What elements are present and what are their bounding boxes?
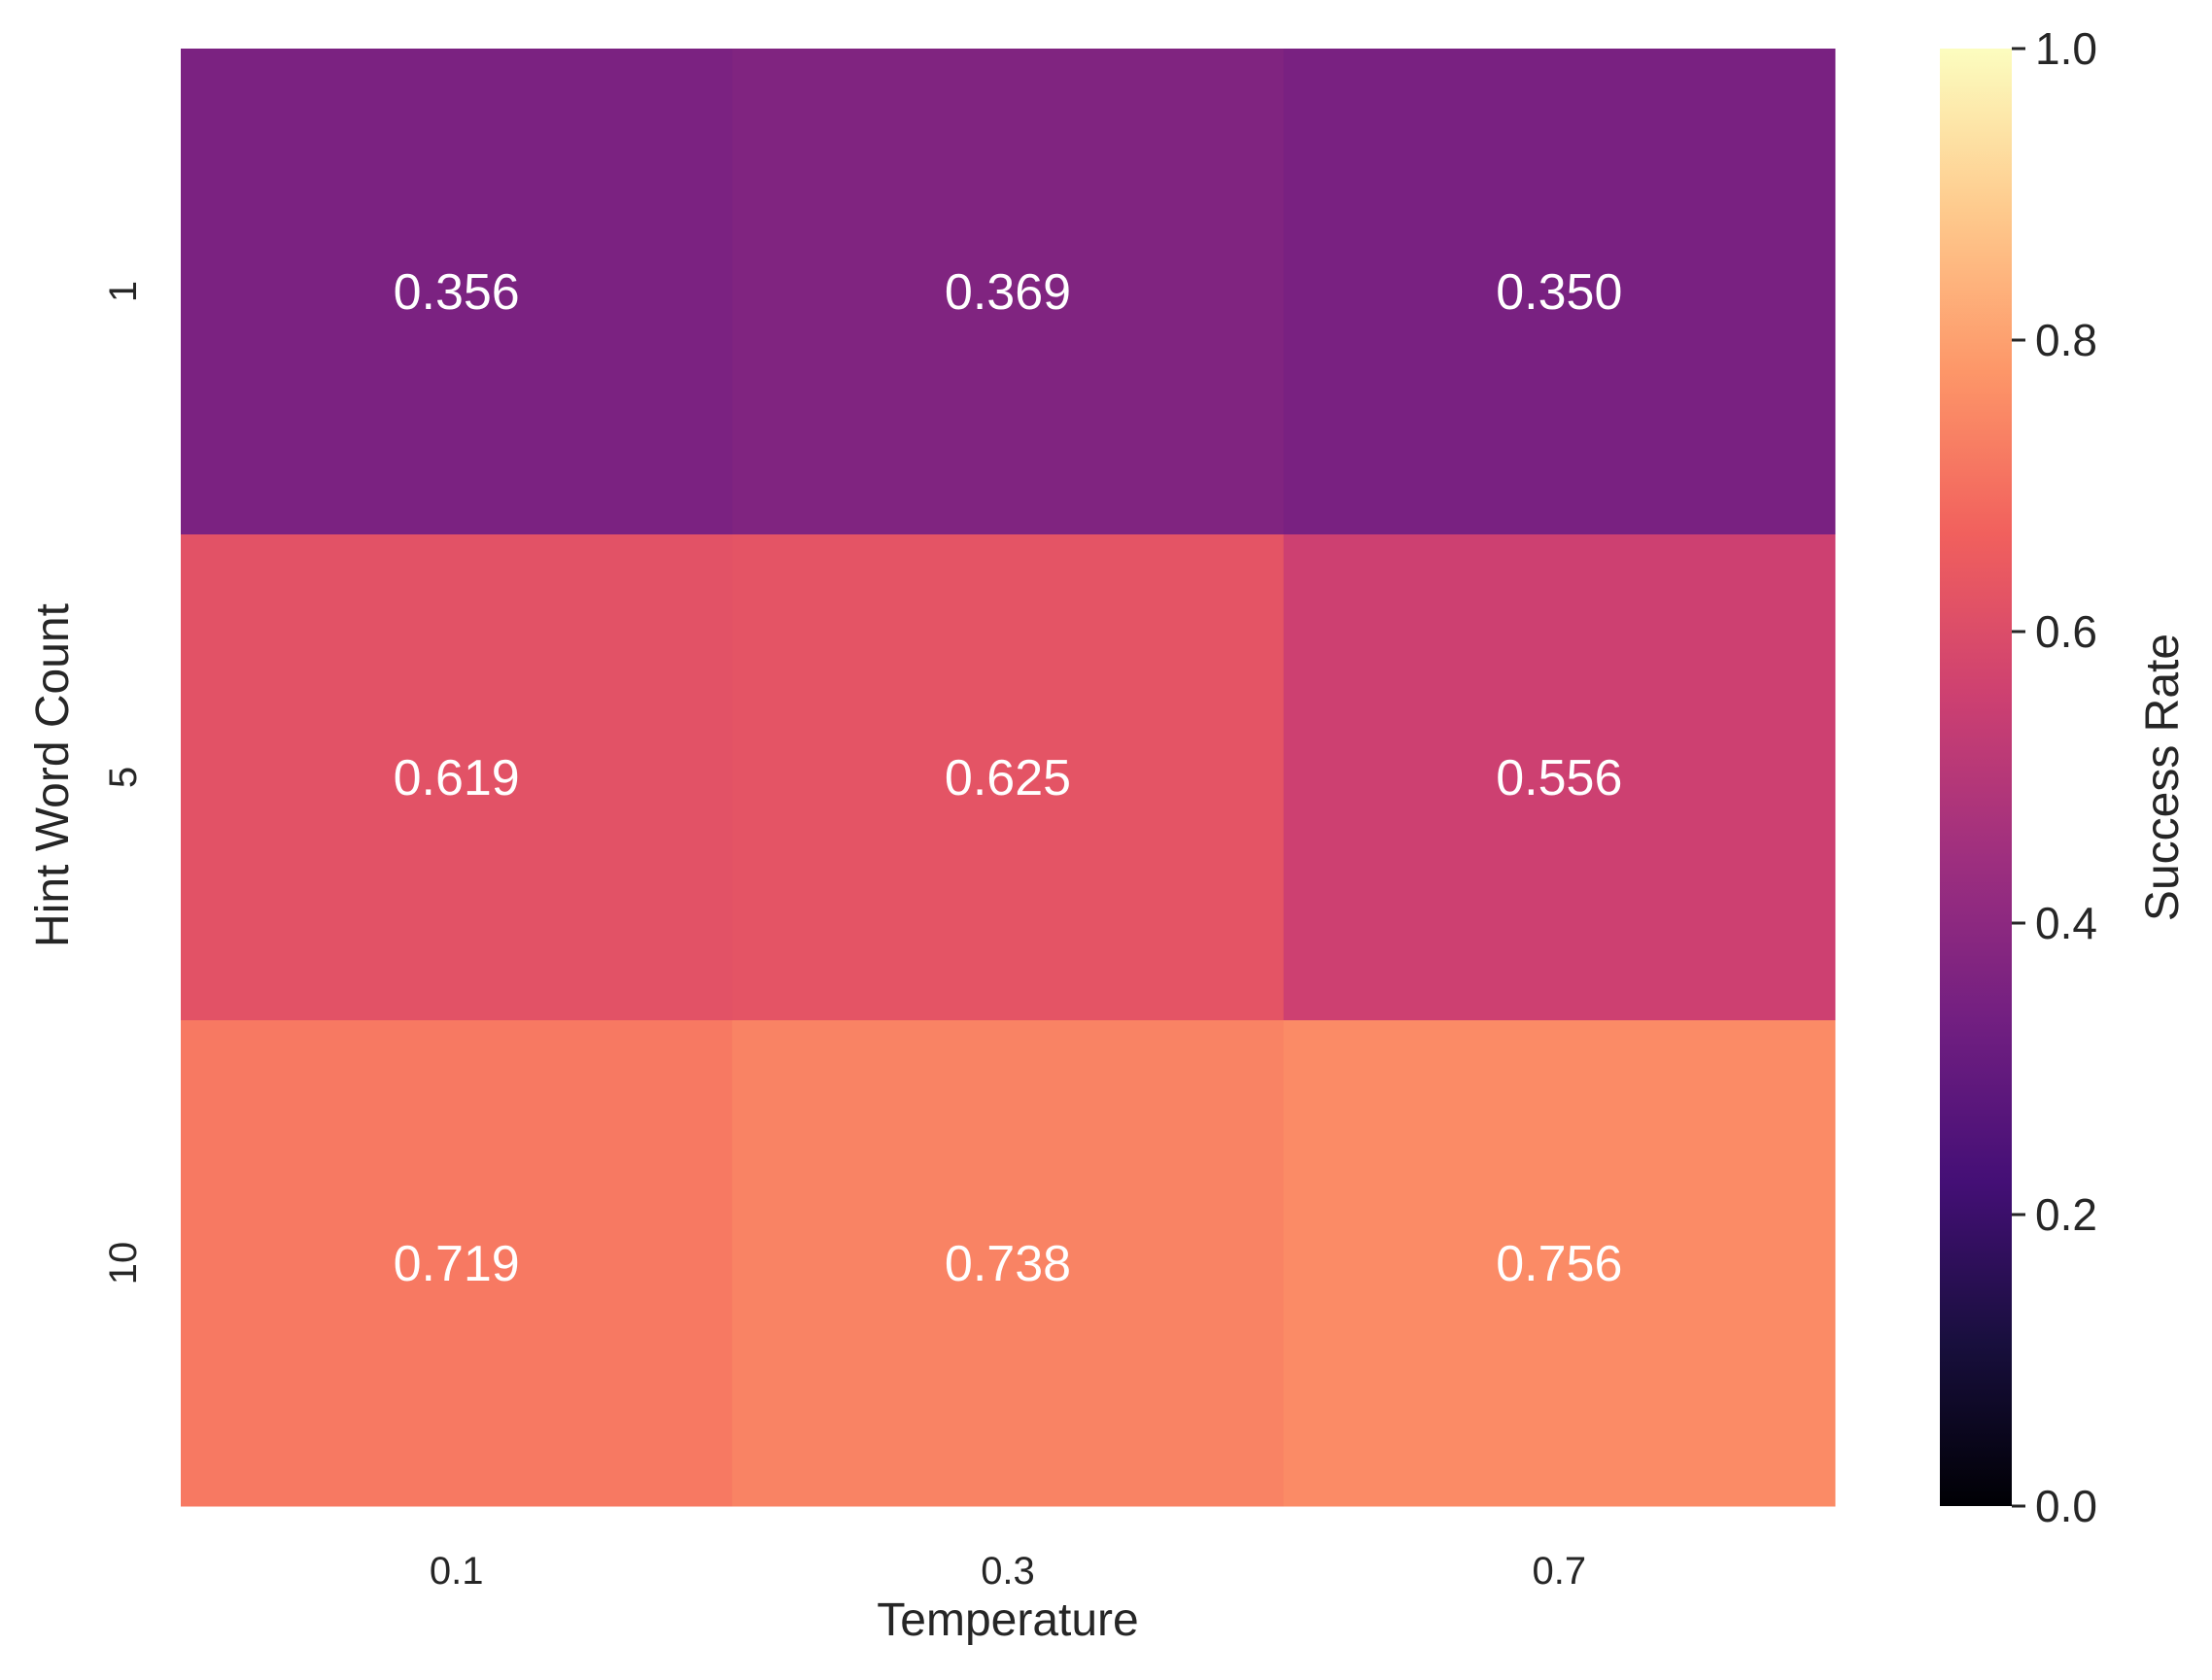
cell-value-label: 0.356: [394, 264, 520, 321]
heatmap-cell: [1283, 534, 1836, 1021]
heatmap-cell: [181, 49, 733, 535]
cell-value-label: 0.719: [394, 1236, 520, 1292]
colorbar-tick-label: 0.6: [2035, 606, 2097, 657]
x-axis-ticks: 0.1 0.3 0.7: [430, 1550, 1586, 1593]
x-tick-label: 0.1: [430, 1550, 484, 1593]
y-tick-label: 10: [102, 1242, 145, 1286]
colorbar-gradient: [1940, 49, 2012, 1506]
x-tick-label: 0.7: [1533, 1550, 1587, 1593]
heatmap-cell: [1283, 49, 1836, 535]
x-tick-label: 0.3: [981, 1550, 1035, 1593]
x-axis-label: Temperature: [877, 1594, 1138, 1646]
cell-value-label: 0.369: [945, 264, 1071, 321]
cell-value-label: 0.756: [1496, 1236, 1622, 1292]
heatmap-cell: [732, 49, 1285, 535]
colorbar-tick-label: 0.4: [2035, 898, 2097, 948]
colorbar-tick-label: 1.0: [2035, 23, 2097, 74]
heatmap-cell: [181, 534, 733, 1021]
y-tick-label: 5: [102, 767, 145, 788]
cell-value-label: 0.738: [945, 1236, 1071, 1292]
colorbar-label: Success Rate: [2137, 634, 2189, 921]
colorbar-tick-label: 0.8: [2035, 315, 2097, 365]
colorbar-tick-label: 0.2: [2035, 1189, 2097, 1240]
colorbar-ticks: 0.0 0.2 0.4 0.6 0.8 1.0: [2012, 23, 2097, 1531]
heatmap-cell: [732, 534, 1285, 1021]
y-axis-label: Hint Word Count: [27, 603, 79, 947]
heatmap-cell-labels: 0.356 0.369 0.350 0.619 0.625 0.556 0.719 0.738…: [394, 264, 1623, 1292]
cell-value-label: 0.350: [1496, 264, 1622, 321]
y-tick-label: 1: [102, 281, 145, 302]
cell-value-label: 0.619: [394, 750, 520, 806]
heatmap-cell: [181, 1020, 733, 1507]
cell-value-label: 0.556: [1496, 750, 1622, 806]
heatmap-cell: [1283, 1020, 1836, 1507]
cell-value-label: 0.625: [945, 750, 1071, 806]
heatmap-cell: [732, 1020, 1285, 1507]
heatmap-cells: [181, 49, 1836, 1507]
colorbar: 0.0 0.2 0.4 0.6 0.8 1.0 Success Rate: [1940, 23, 2189, 1531]
colorbar-tick-label: 0.0: [2035, 1481, 2097, 1531]
